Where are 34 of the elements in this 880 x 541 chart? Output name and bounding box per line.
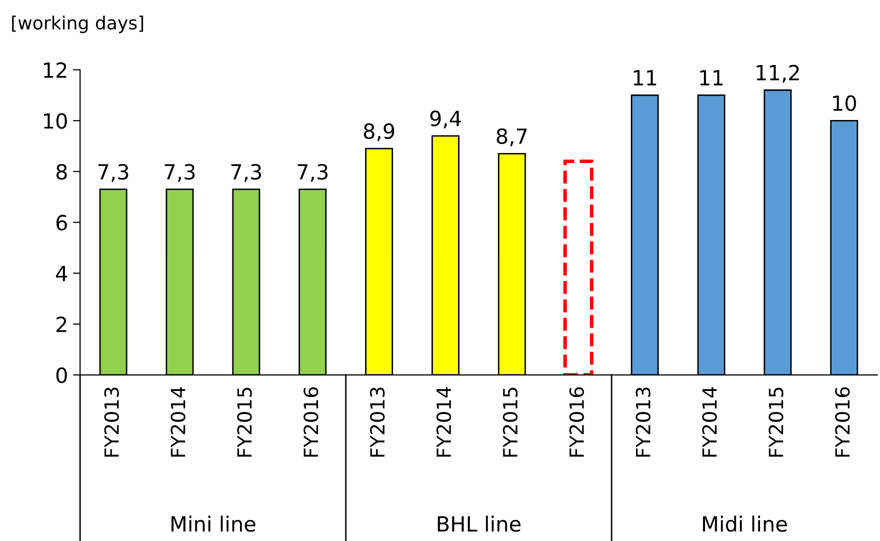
data-label: 8,9 — [364, 123, 394, 142]
x-tick-label: FY2015 — [768, 388, 784, 457]
x-tick-label: FY2013 — [104, 388, 119, 457]
data-label: 11 — [700, 70, 723, 86]
data-label: 7,3 — [298, 164, 328, 182]
text: BHL line — [438, 516, 521, 532]
data-label: 8,7 — [496, 128, 527, 146]
data-label: 7,3 — [98, 164, 128, 182]
y-tick-label: 12 — [44, 62, 66, 78]
data-label: 7,3 — [164, 164, 195, 182]
y-tick-label: 10 — [44, 113, 67, 129]
y-tick-label: 2 — [56, 316, 66, 332]
data-label: 9,4 — [430, 110, 461, 128]
x-tick-label: FY2016 — [569, 387, 584, 457]
x-tick-label: FY2013 — [370, 388, 385, 457]
x-tick-label: FY2014 — [436, 387, 452, 457]
y-tick-label: 8 — [56, 164, 67, 180]
x-tick-label: FY2015 — [502, 388, 518, 457]
text: Mini line — [172, 516, 256, 532]
data-label: 11,2 — [756, 64, 799, 83]
text: Midi line — [703, 516, 787, 532]
data-label: 11 — [634, 70, 656, 86]
x-tick-label: FY2014 — [170, 387, 186, 457]
y-tick-label: 6 — [56, 214, 67, 231]
y-tick-label: 4 — [56, 266, 68, 282]
x-tick-label: FY2013 — [636, 388, 650, 457]
x-tick-label: FY2016 — [835, 387, 850, 457]
y-tick-label: 0 — [56, 367, 67, 384]
x-tick-label: FY2015 — [237, 388, 252, 457]
data-label: 10 — [833, 95, 856, 112]
x-tick-label: FY2016 — [304, 387, 318, 457]
y-axis-title: [working days] — [12, 16, 144, 34]
data-label: 7,3 — [231, 164, 262, 182]
x-tick-label: FY2014 — [702, 387, 717, 457]
